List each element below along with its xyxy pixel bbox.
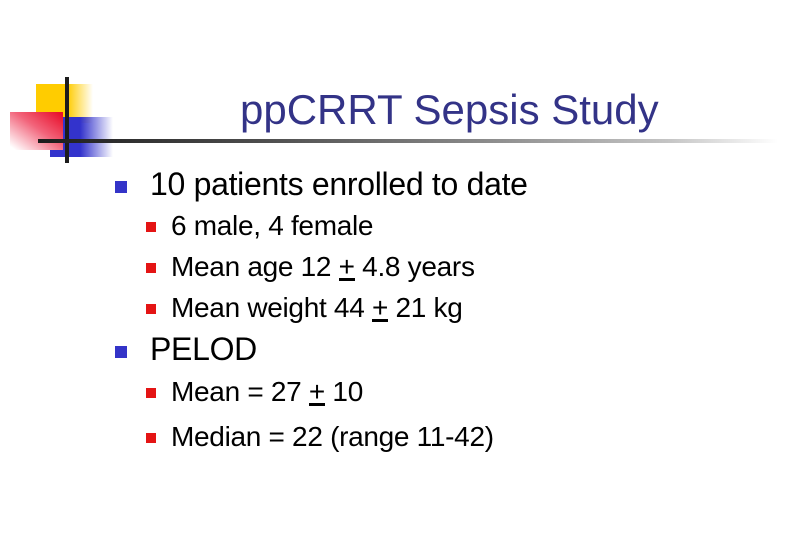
decoration-red-square-icon [10, 112, 63, 150]
bullet-square-icon [146, 388, 156, 398]
bullet-text: 10 patients enrolled to date [150, 166, 528, 202]
bullet-square-icon [146, 433, 156, 443]
sub-bullet-text: Mean weight 44 + 21 kg [171, 292, 463, 323]
sub-bullet-text: Median = 22 (range 11-42) [171, 421, 494, 452]
text-segment: Mean age 12 [171, 251, 339, 282]
text-segment: 21 kg [388, 292, 463, 323]
plus-minus-symbol: + [371, 292, 389, 323]
slide-title: ppCRRT Sepsis Study [240, 86, 659, 133]
bullet-square-icon [146, 222, 156, 232]
title-underline-rule [38, 139, 778, 143]
text-segment: 10 [324, 376, 363, 407]
bullet-square-icon [146, 304, 156, 314]
text-segment: 4.8 years [354, 251, 475, 282]
sub-bullet-text: Mean = 27 + 10 [171, 376, 363, 407]
bullet-square-icon [115, 346, 127, 358]
sub-bullet-text: 6 male, 4 female [171, 210, 374, 241]
plus-minus-symbol: + [338, 251, 355, 282]
text-segment: Mean weight 44 [171, 292, 372, 323]
text-segment: Mean = 27 [171, 376, 309, 407]
bullet-square-icon [115, 181, 127, 193]
decoration-vertical-line [65, 77, 69, 163]
sub-bullet-text: Mean age 12 + 4.8 years [171, 251, 475, 282]
plus-minus-symbol: + [308, 376, 325, 407]
bullet-text: PELOD [150, 331, 257, 367]
bullet-square-icon [146, 263, 156, 273]
